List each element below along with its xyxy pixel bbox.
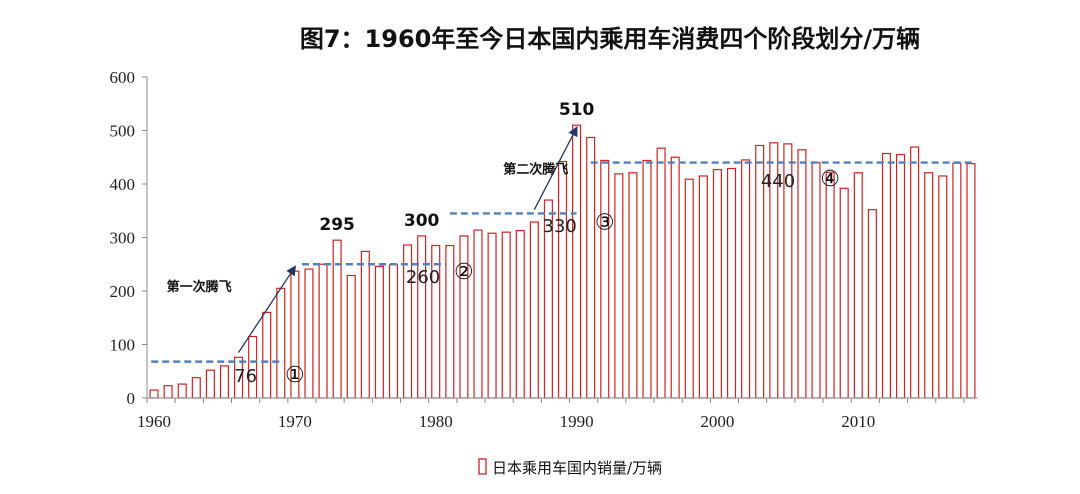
peak-label: 295 (319, 215, 355, 235)
bar (388, 264, 399, 399)
peak-label: 510 (559, 100, 595, 120)
bar (557, 160, 568, 399)
y-tick-label: 0 (127, 389, 136, 408)
stage-level-label: 260 (406, 267, 440, 288)
bar (177, 383, 187, 399)
bar (698, 175, 708, 399)
stage-level-label: 330 (543, 216, 577, 237)
bar (360, 250, 370, 399)
stage-marker: ④ (820, 167, 840, 192)
bar (712, 168, 722, 399)
stage-level-label: 76 (234, 366, 257, 387)
bar (346, 274, 356, 399)
bar (586, 136, 596, 399)
stage-marker: ② (454, 260, 474, 285)
chart-axes: 0 100 200 300 400 500 600 1960 1970 1980 1990 2000 2… (110, 68, 978, 431)
bar (304, 268, 314, 399)
surge-label: 第一次腾飞 (167, 279, 232, 295)
bar (656, 147, 666, 399)
bar (811, 162, 821, 399)
x-tick-label: 2000 (700, 412, 734, 431)
bar (572, 124, 582, 399)
y-tick-label: 100 (110, 336, 136, 355)
bar (191, 377, 201, 399)
bars-group (149, 124, 976, 399)
surge-label: 第二次腾飞 (503, 161, 568, 177)
bar (487, 232, 497, 399)
bar (318, 263, 328, 399)
bar (853, 172, 863, 399)
y-tick-label: 600 (110, 68, 136, 87)
bar (825, 171, 835, 399)
bar (726, 167, 737, 399)
y-tick-label: 300 (110, 229, 136, 248)
stage-marker: ③ (595, 210, 615, 235)
bar (262, 311, 272, 399)
bar (895, 153, 906, 399)
x-tick-label: 2010 (841, 412, 875, 431)
stage-marker: ① (285, 363, 305, 388)
bar (501, 231, 511, 399)
bar (219, 365, 230, 399)
bar (797, 149, 807, 399)
bar (952, 162, 962, 399)
bar (417, 235, 427, 399)
y-tick-label: 400 (110, 175, 136, 194)
bar (445, 244, 455, 399)
chart-title: 图7：1960年至今日本国内乘用车消费四个阶段划分/万辆 (300, 25, 920, 53)
y-tick-label: 500 (110, 122, 136, 141)
x-tick-label: 1990 (560, 412, 594, 431)
legend-swatch (478, 458, 487, 475)
annotations-group: 76 ① 260 ② 330 ③ 440 ④ 第一次腾飞 第二次腾飞 295 300 510 (151, 100, 976, 388)
bar (938, 175, 948, 399)
legend-label: 日本乘用车国内销量/万辆 (492, 459, 662, 477)
bar (924, 172, 934, 399)
bar (529, 221, 539, 399)
bar (205, 369, 215, 399)
legend: 日本乘用车国内销量/万辆 (478, 458, 662, 477)
bar (276, 287, 286, 399)
bar (741, 159, 751, 399)
bar (670, 156, 680, 399)
surge-arrow (533, 126, 578, 210)
y-tick-label: 200 (110, 282, 136, 301)
bar (149, 389, 159, 399)
bar (839, 187, 849, 399)
x-tick-label: 1970 (278, 412, 312, 431)
bar (966, 163, 976, 399)
bar (374, 265, 384, 399)
surge-arrow (238, 265, 296, 353)
bar (515, 229, 525, 399)
stage-level-label: 440 (761, 171, 795, 192)
bar (600, 159, 610, 399)
bar (473, 229, 483, 399)
bar (642, 159, 652, 399)
bar (910, 146, 920, 399)
bar (881, 152, 891, 399)
x-tick-label: 1980 (419, 412, 453, 431)
bar (163, 385, 173, 399)
bar (628, 172, 638, 399)
bar (684, 178, 694, 399)
bar (867, 209, 877, 399)
bar (614, 173, 624, 399)
peak-label: 300 (404, 211, 440, 231)
x-tick-label: 1960 (137, 412, 171, 431)
